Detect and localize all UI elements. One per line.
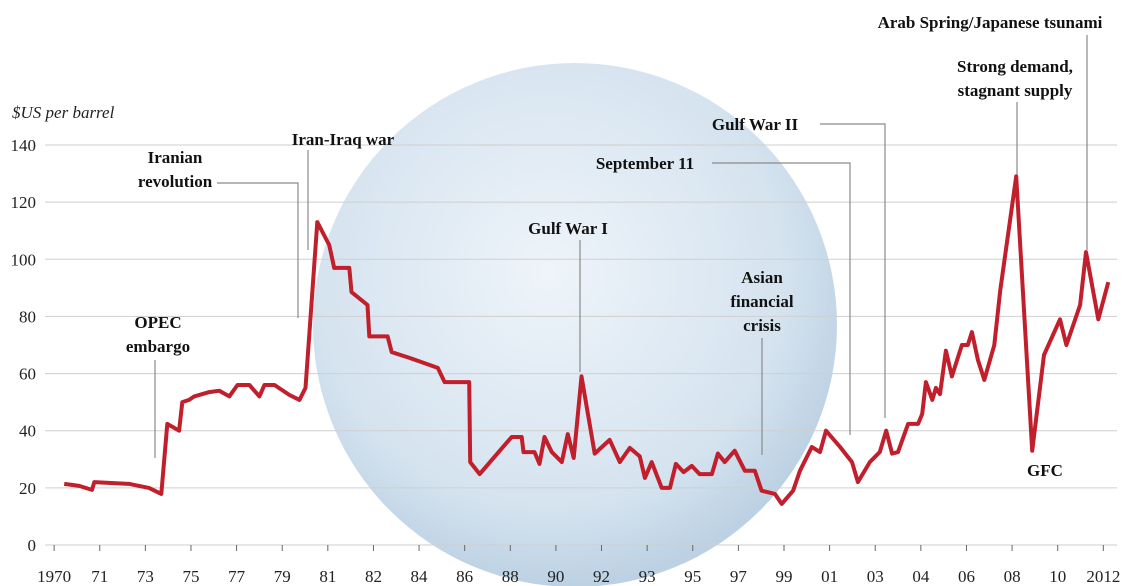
leader-lines bbox=[154, 35, 1088, 458]
annotation: stagnant supply bbox=[958, 81, 1073, 100]
y-axis-label: $US per barrel bbox=[12, 103, 115, 122]
globe-background bbox=[313, 63, 837, 586]
x-tick-label: 93 bbox=[639, 567, 656, 586]
x-tick-label: 79 bbox=[274, 567, 291, 586]
y-tick-label: 40 bbox=[19, 422, 36, 441]
x-tick-label: 97 bbox=[730, 567, 748, 586]
x-tick-label: 81 bbox=[319, 567, 336, 586]
x-tick-label: 08 bbox=[1004, 567, 1021, 586]
annotation: Iranian bbox=[148, 148, 203, 167]
x-tick-label: 06 bbox=[958, 567, 975, 586]
annotation: OPEC bbox=[134, 313, 181, 332]
annotation: embargo bbox=[126, 337, 190, 356]
x-tick-label: 2012 bbox=[1086, 567, 1120, 586]
x-tick-label: 04 bbox=[912, 567, 930, 586]
x-tick-label: 86 bbox=[456, 567, 473, 586]
leader-line bbox=[217, 182, 299, 318]
x-tick-label: 84 bbox=[411, 567, 429, 586]
grid bbox=[45, 144, 1117, 546]
y-tick-label: 0 bbox=[28, 536, 37, 555]
y-tick-label: 20 bbox=[19, 479, 36, 498]
x-tick-label: 03 bbox=[867, 567, 884, 586]
y-tick-label: 100 bbox=[11, 250, 37, 269]
annotation: financial bbox=[730, 292, 794, 311]
leader-line bbox=[820, 123, 886, 418]
y-tick-label: 120 bbox=[11, 193, 37, 212]
annotation: Arab Spring/Japanese tsunami bbox=[878, 13, 1103, 32]
annotation: crisis bbox=[743, 316, 781, 335]
x-tick-label: 88 bbox=[502, 567, 519, 586]
x-tick-label: 90 bbox=[547, 567, 564, 586]
x-tick-label: 73 bbox=[137, 567, 154, 586]
x-tick-label: 71 bbox=[91, 567, 108, 586]
annotation: revolution bbox=[138, 172, 213, 191]
price-line bbox=[63, 174, 1111, 506]
x-tick-label: 95 bbox=[684, 567, 701, 586]
x-tick-label: 92 bbox=[593, 567, 610, 586]
y-tick-label: 60 bbox=[19, 365, 36, 384]
y-tick-label: 80 bbox=[19, 307, 36, 326]
annotation: Asian bbox=[741, 268, 783, 287]
annotation: Gulf War II bbox=[712, 115, 799, 134]
y-tick-label: 140 bbox=[11, 136, 37, 155]
x-tick-label: 01 bbox=[821, 567, 838, 586]
x-tick-label: 10 bbox=[1049, 567, 1066, 586]
annotation: GFC bbox=[1027, 461, 1063, 480]
x-tick-label: 75 bbox=[182, 567, 199, 586]
annotation: Strong demand, bbox=[957, 57, 1073, 76]
leader-line bbox=[712, 162, 851, 435]
annotation: Iran-Iraq war bbox=[292, 130, 395, 149]
x-tick-label: 77 bbox=[228, 567, 246, 586]
x-tick-label: 82 bbox=[365, 567, 382, 586]
x-tick-label: 1970 bbox=[37, 567, 71, 586]
x-tick-label: 99 bbox=[775, 567, 792, 586]
annotation: Gulf War I bbox=[528, 219, 608, 238]
annotation: September 11 bbox=[596, 154, 694, 173]
